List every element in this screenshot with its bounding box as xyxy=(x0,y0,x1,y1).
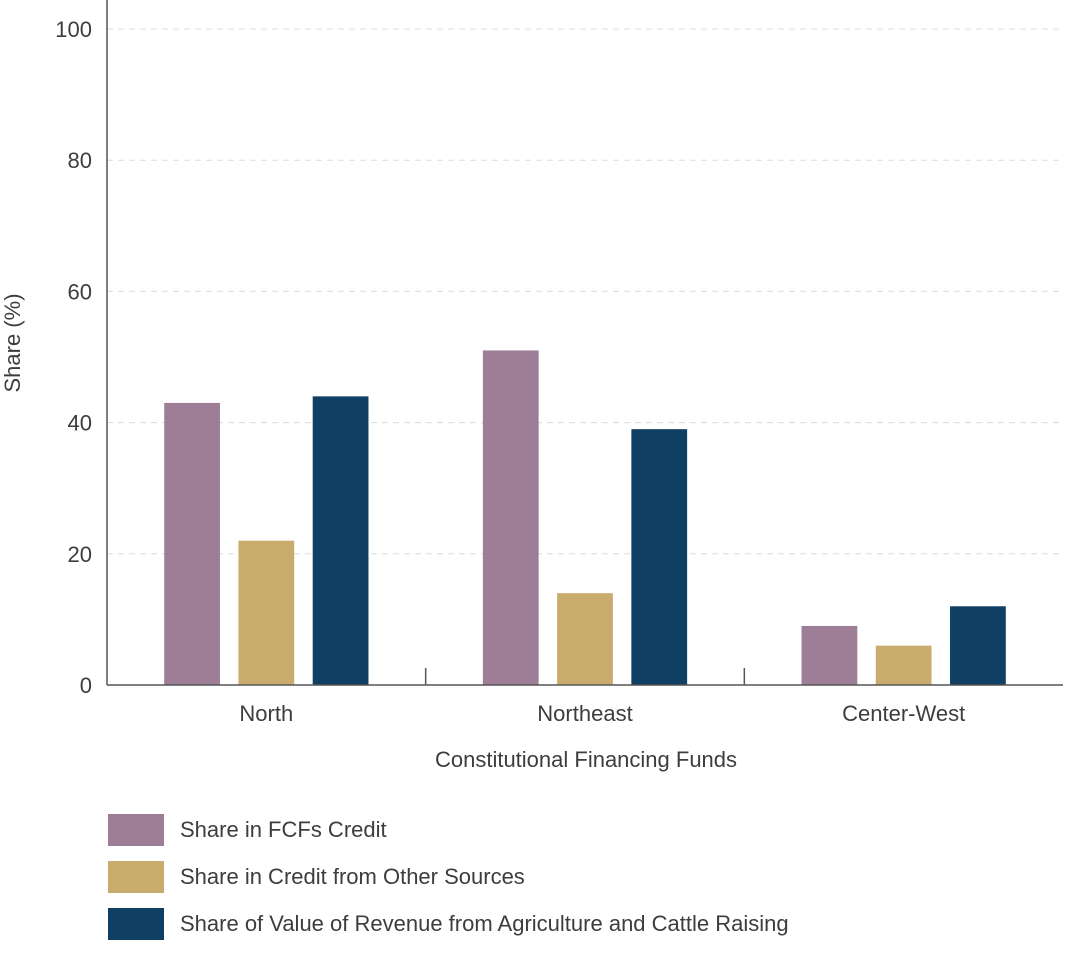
x-axis-title: Constitutional Financing Funds xyxy=(435,747,737,772)
y-tick-label: 0 xyxy=(80,673,92,698)
gridlines xyxy=(107,28,1063,555)
x-tick-label: North xyxy=(239,701,293,726)
axes xyxy=(106,0,1063,686)
legend-label: Share in FCFs Credit xyxy=(180,817,387,842)
y-tick-label: 80 xyxy=(68,148,92,173)
x-tick-label: Center-West xyxy=(842,701,965,726)
y-tick-label: 20 xyxy=(68,542,92,567)
bar xyxy=(557,593,613,685)
legend-item-fcfs-credit: Share in FCFs Credit xyxy=(108,814,789,846)
bars xyxy=(164,350,1006,685)
legend-label: Share of Value of Revenue from Agricultu… xyxy=(180,911,789,936)
y-tick-label: 60 xyxy=(68,279,92,304)
legend-item-revenue-share: Share of Value of Revenue from Agricultu… xyxy=(108,908,789,940)
bar xyxy=(312,396,369,685)
bar xyxy=(238,540,295,685)
bar xyxy=(950,606,1006,685)
y-tick-label: 40 xyxy=(68,411,92,436)
legend: Share in FCFs Credit Share in Credit fro… xyxy=(108,814,789,955)
bar xyxy=(631,429,688,685)
y-tick-label: 100 xyxy=(55,17,92,42)
tick-labels: 0 20 40 60 80 100 North Northeast Center-West xyxy=(55,17,965,726)
legend-item-other-sources: Share in Credit from Other Sources xyxy=(108,861,789,893)
bar xyxy=(164,402,220,685)
y-axis-title: Share (%) xyxy=(0,293,25,392)
legend-label: Share in Credit from Other Sources xyxy=(180,864,525,889)
legend-swatch xyxy=(108,814,164,846)
bar xyxy=(801,625,858,685)
legend-swatch xyxy=(108,861,164,893)
x-tick-label: Northeast xyxy=(537,701,632,726)
bar xyxy=(482,350,539,685)
legend-swatch xyxy=(108,908,164,940)
chart: 0 20 40 60 80 100 North Northeast Center-West Sh… xyxy=(0,0,1063,772)
bar xyxy=(875,645,932,685)
